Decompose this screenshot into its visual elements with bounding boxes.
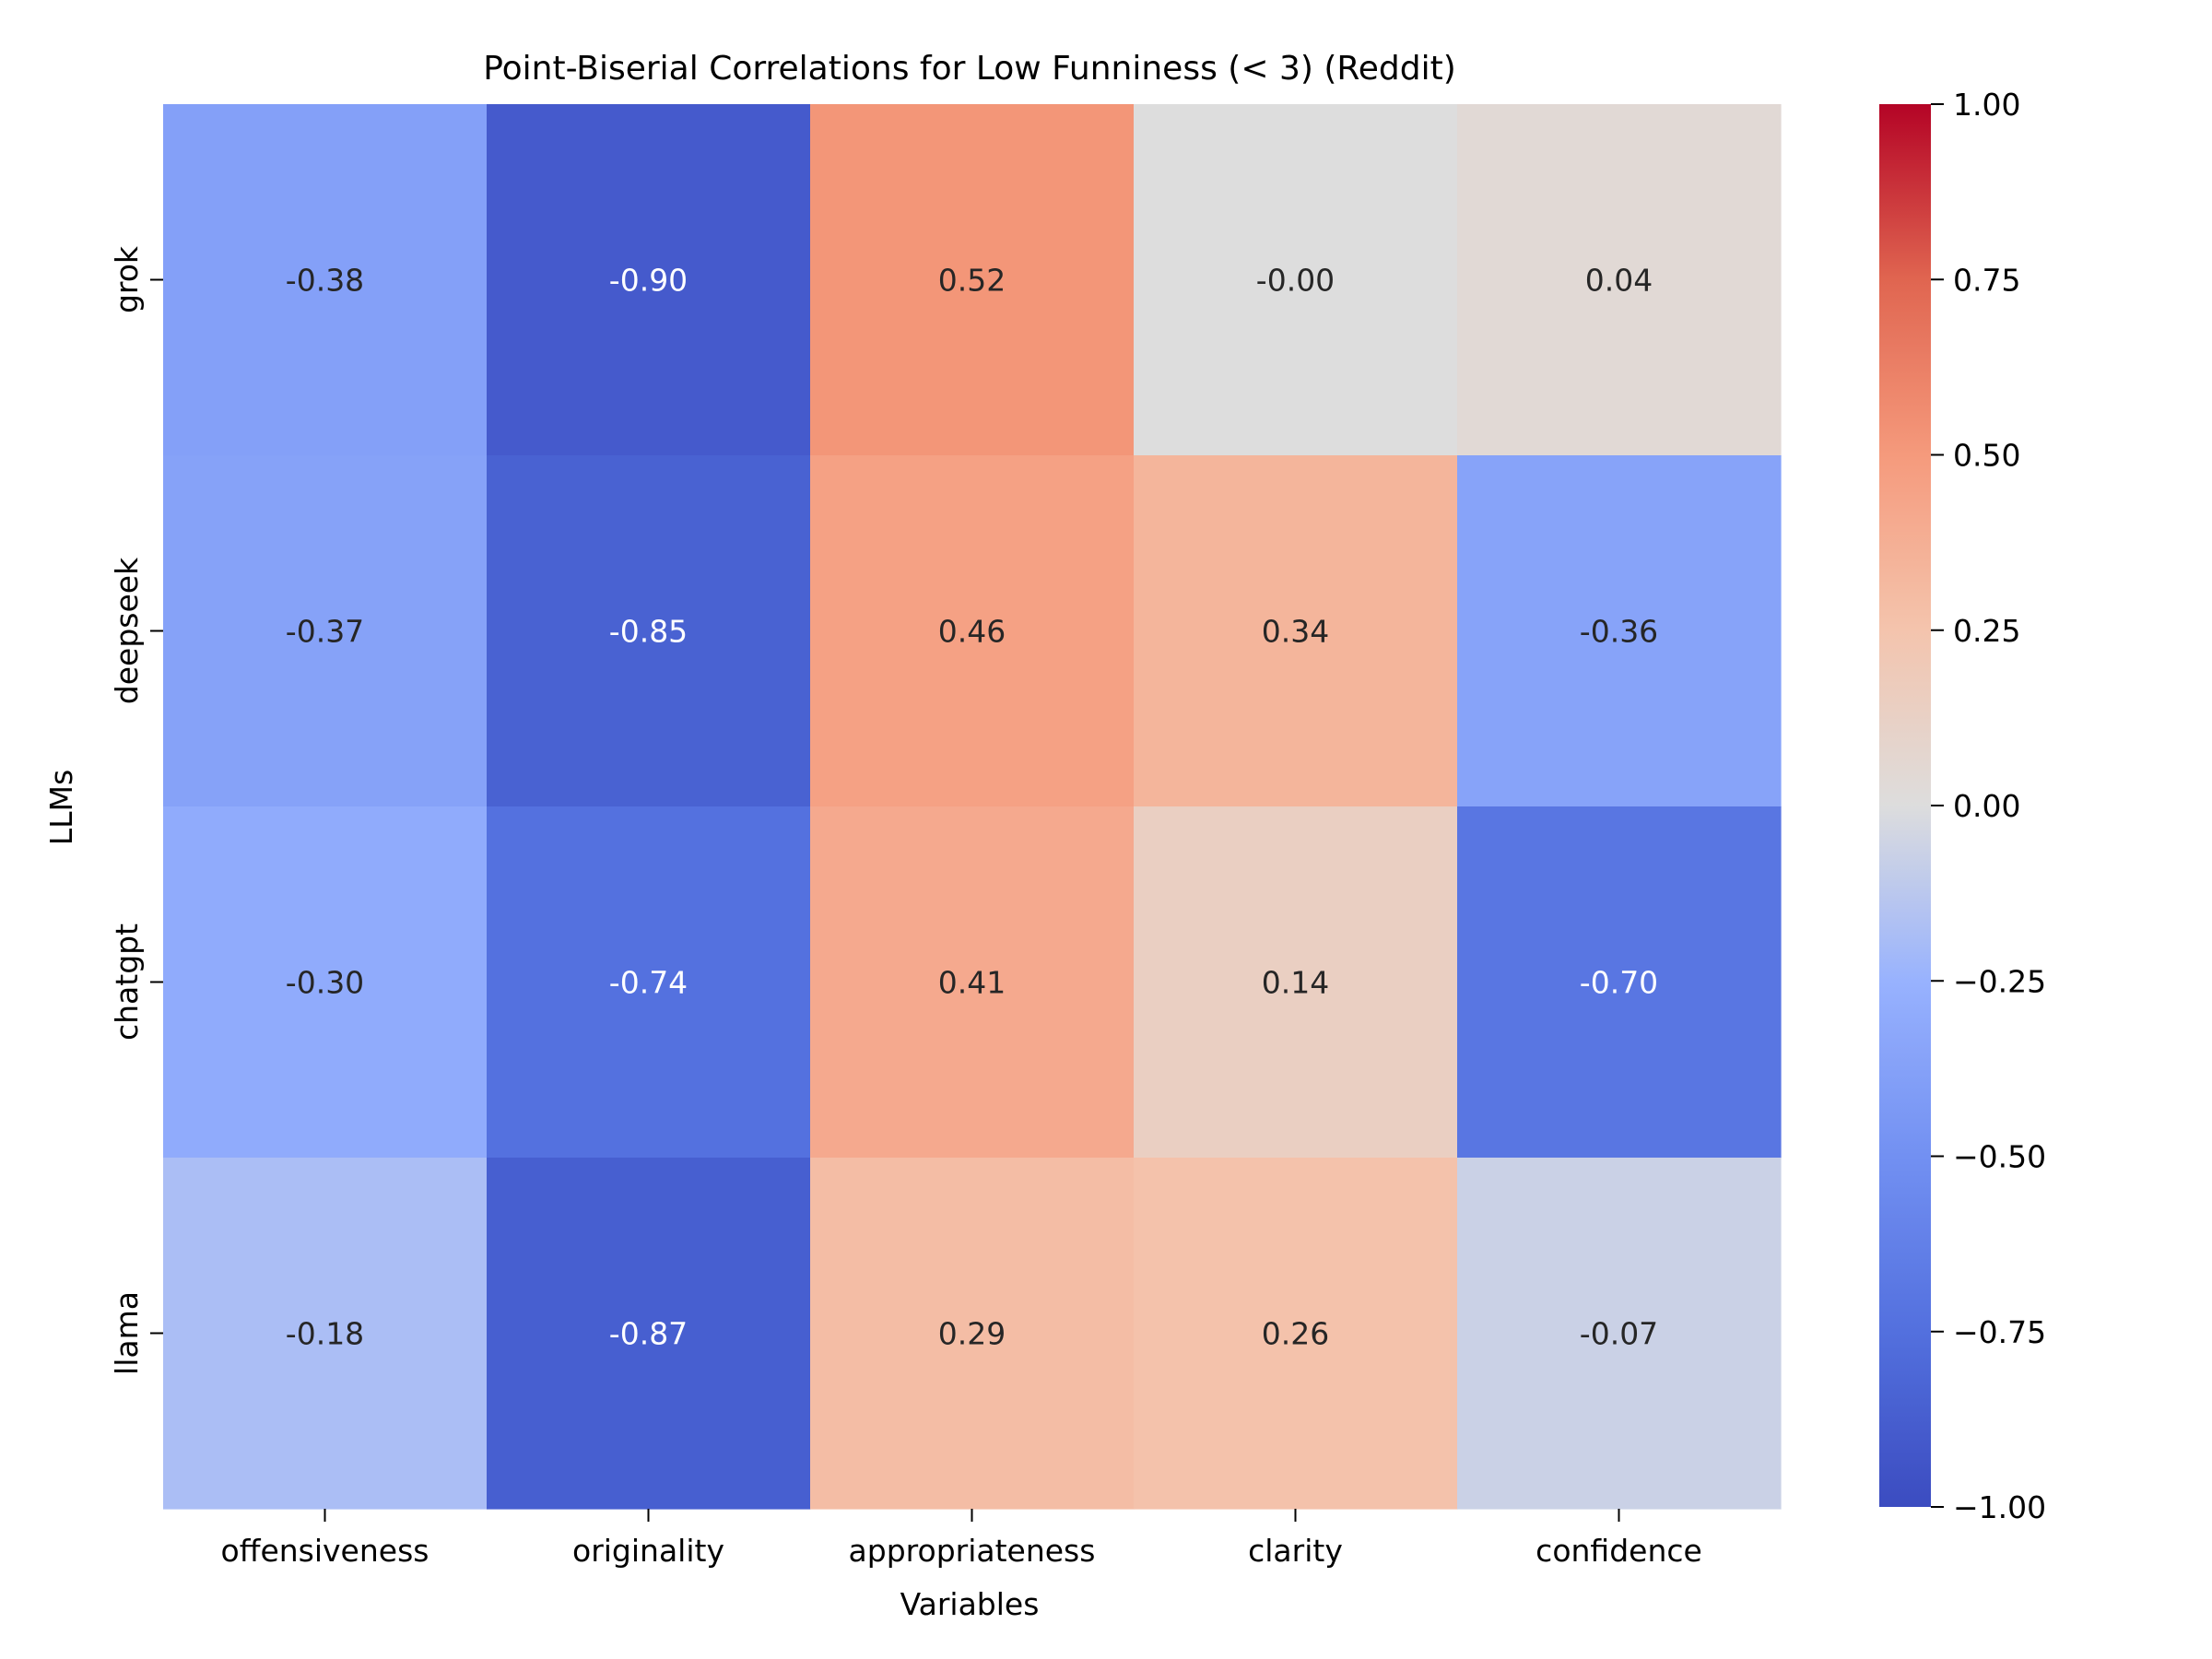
x-tick-label-appropriateness: appropriateness — [849, 1533, 1096, 1569]
colorbar-tick-label: 0.75 — [1953, 262, 2020, 298]
x-tick-label-confidence: confidence — [1535, 1533, 1702, 1569]
cell-value-label: -0.38 — [286, 263, 364, 299]
cell-value-label: -0.18 — [286, 1316, 364, 1352]
y-tick-label-chatgpt: chatgpt — [109, 924, 145, 1041]
heatmap-cell-chatgpt-offensiveness — [163, 806, 488, 1159]
colorbar-tick-label: −1.00 — [1953, 1489, 2046, 1525]
heatmap-cell-deepseek-clarity — [1134, 455, 1458, 807]
heatmap-cell-deepseek-appropriateness — [810, 455, 1135, 807]
heatmap-cell-chatgpt-originality — [487, 806, 811, 1159]
cell-value-label: 0.41 — [938, 965, 1006, 1001]
cell-value-label: 0.34 — [1262, 614, 1329, 650]
heatmap-cell-deepseek-offensiveness — [163, 455, 488, 807]
heatmap-cell-deepseek-originality — [487, 455, 811, 807]
colorbar-tick-label: −0.50 — [1953, 1139, 2046, 1175]
chart-title: Point-Biserial Correlations for Low Funn… — [483, 50, 1456, 88]
heatmap-cell-grok-appropriateness — [810, 104, 1135, 456]
colorbar-tick-label: 0.25 — [1953, 613, 2020, 649]
heatmap-cell-chatgpt-appropriateness — [810, 806, 1135, 1159]
colorbar: 1.00 0.75 0.50 0.25 0.00 −0.25 −0.50 −0.75 −1.00 — [1879, 87, 2046, 1525]
cell-value-label: -0.36 — [1580, 614, 1658, 650]
heatmap-cell-chatgpt-clarity — [1134, 806, 1458, 1159]
heatmap-cell-llama-clarity — [1134, 1158, 1458, 1510]
heatmap-cell-llama-offensiveness — [163, 1158, 488, 1510]
heatmap-cell-llama-appropriateness — [810, 1158, 1135, 1510]
y-axis-label: LLMs — [43, 770, 79, 845]
x-tick-label-originality: originality — [572, 1533, 724, 1569]
cell-value-label: -0.85 — [609, 614, 688, 650]
colorbar-gradient — [1879, 104, 1931, 1507]
colorbar-tick-label: −0.75 — [1953, 1314, 2046, 1350]
cell-value-label: -0.37 — [286, 614, 364, 650]
heatmap-cells: -0.38 -0.90 0.52 -0.00 0.04 -0.37 -0.85 0.46 0.3… — [163, 104, 1782, 1510]
heatmap-cell-chatgpt-confidence — [1457, 806, 1782, 1159]
x-axis-ticks: offensiveness originality appropriateness c… — [221, 1509, 1702, 1569]
colorbar-tick-label: 0.50 — [1953, 438, 2020, 474]
cell-value-label: 0.04 — [1585, 263, 1653, 299]
cell-value-label: -0.90 — [609, 263, 688, 299]
cell-value-label: 0.52 — [938, 263, 1006, 299]
cell-value-label: -0.07 — [1580, 1316, 1658, 1352]
heatmap-cell-llama-confidence — [1457, 1158, 1782, 1510]
heatmap-cell-grok-offensiveness — [163, 104, 488, 456]
cell-value-label: -0.74 — [609, 965, 688, 1001]
cell-value-label: -0.30 — [286, 965, 364, 1001]
cell-value-label: -0.70 — [1580, 965, 1658, 1001]
cell-value-label: 0.46 — [938, 614, 1006, 650]
cell-value-label: -0.00 — [1256, 263, 1335, 299]
x-axis-label: Variables — [900, 1586, 1040, 1622]
x-tick-label-offensiveness: offensiveness — [221, 1533, 429, 1569]
y-tick-label-llama: llama — [109, 1291, 145, 1375]
y-tick-label-deepseek: deepseek — [109, 557, 145, 704]
y-axis-ticks: grok deepseek chatgpt llama — [109, 245, 163, 1375]
colorbar-tick-label: 0.00 — [1953, 788, 2020, 824]
cell-value-label: 0.14 — [1262, 965, 1329, 1001]
heatmap-cell-llama-originality — [487, 1158, 811, 1510]
y-tick-label-grok: grok — [109, 245, 145, 313]
heatmap-cell-deepseek-confidence — [1457, 455, 1782, 807]
cell-value-label: -0.87 — [609, 1316, 688, 1352]
colorbar-tick-label: 1.00 — [1953, 87, 2020, 123]
heatmap-cell-grok-confidence — [1457, 104, 1782, 456]
x-tick-label-clarity: clarity — [1248, 1533, 1343, 1569]
colorbar-tick-label: −0.25 — [1953, 963, 2046, 999]
cell-value-label: 0.29 — [938, 1316, 1006, 1352]
heatmap-cell-grok-originality — [487, 104, 811, 456]
cell-value-label: 0.26 — [1262, 1316, 1329, 1352]
heatmap-cell-grok-clarity — [1134, 104, 1458, 456]
